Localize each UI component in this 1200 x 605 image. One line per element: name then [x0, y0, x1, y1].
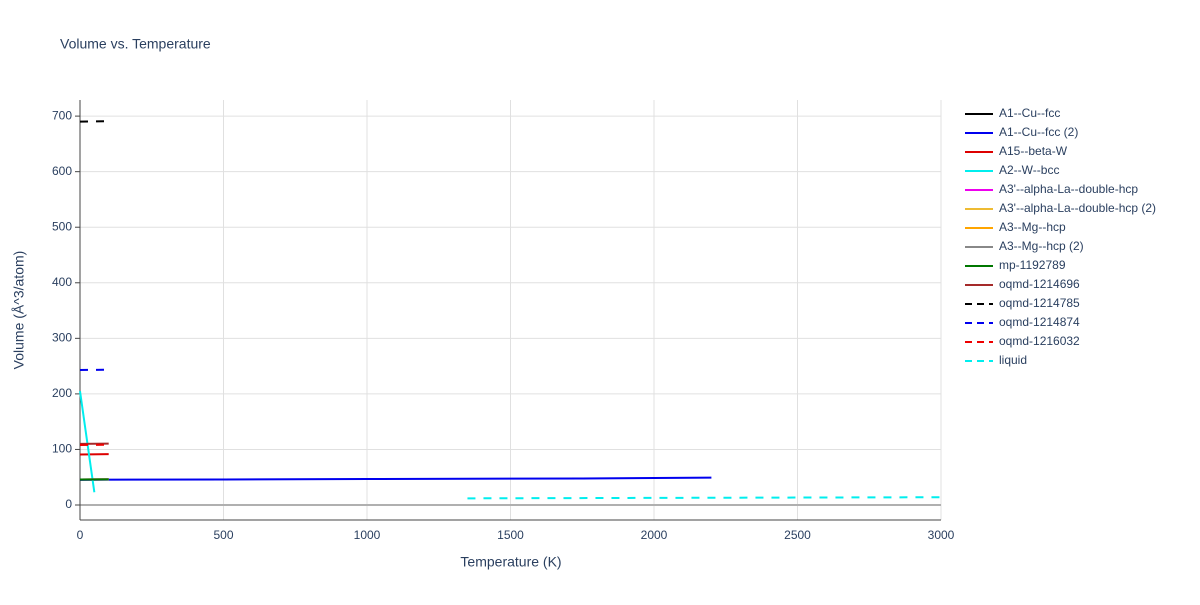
chart-title: Volume vs. Temperature — [60, 36, 211, 52]
legend-label: oqmd-1214696 — [999, 277, 1080, 291]
x-tick-label: 0 — [77, 528, 84, 542]
y-tick-label: 600 — [52, 164, 72, 178]
x-axis-title: Temperature (K) — [460, 554, 561, 570]
legend-label: A3--Mg--hcp — [999, 220, 1066, 234]
legend-label: A2--W--bcc — [999, 163, 1059, 177]
legend-label: A3'--alpha-La--double-hcp (2) — [999, 201, 1156, 215]
x-tick-label: 2000 — [641, 528, 668, 542]
y-tick-label: 300 — [52, 331, 72, 345]
legend-label: oqmd-1216032 — [999, 334, 1080, 348]
y-tick-label: 700 — [52, 108, 72, 122]
legend-label: A1--Cu--fcc (2) — [999, 125, 1078, 139]
y-tick-label: 0 — [65, 497, 72, 511]
legend-label: A15--beta-W — [999, 144, 1068, 158]
x-tick-label: 1000 — [354, 528, 381, 542]
legend-label: liquid — [999, 353, 1027, 367]
y-tick-label: 400 — [52, 275, 72, 289]
legend-label: A1--Cu--fcc — [999, 106, 1060, 120]
x-tick-label: 500 — [213, 528, 233, 542]
x-tick-label: 2500 — [784, 528, 811, 542]
legend-label: mp-1192789 — [999, 258, 1066, 272]
series-line — [467, 497, 941, 498]
y-axis-title: Volume (Å^3/atom) — [11, 251, 27, 370]
legend-label: oqmd-1214785 — [999, 296, 1080, 310]
series-line — [80, 121, 109, 122]
series-line — [80, 391, 94, 492]
x-tick-label: 1500 — [497, 528, 524, 542]
x-tick-label: 3000 — [928, 528, 955, 542]
series-line — [80, 478, 711, 480]
legend-label: oqmd-1214874 — [999, 315, 1080, 329]
y-tick-label: 500 — [52, 219, 72, 233]
y-tick-label: 100 — [52, 442, 72, 456]
y-tick-label: 200 — [52, 386, 72, 400]
legend-label: A3--Mg--hcp (2) — [999, 239, 1084, 253]
legend-label: A3'--alpha-La--double-hcp — [999, 182, 1138, 196]
